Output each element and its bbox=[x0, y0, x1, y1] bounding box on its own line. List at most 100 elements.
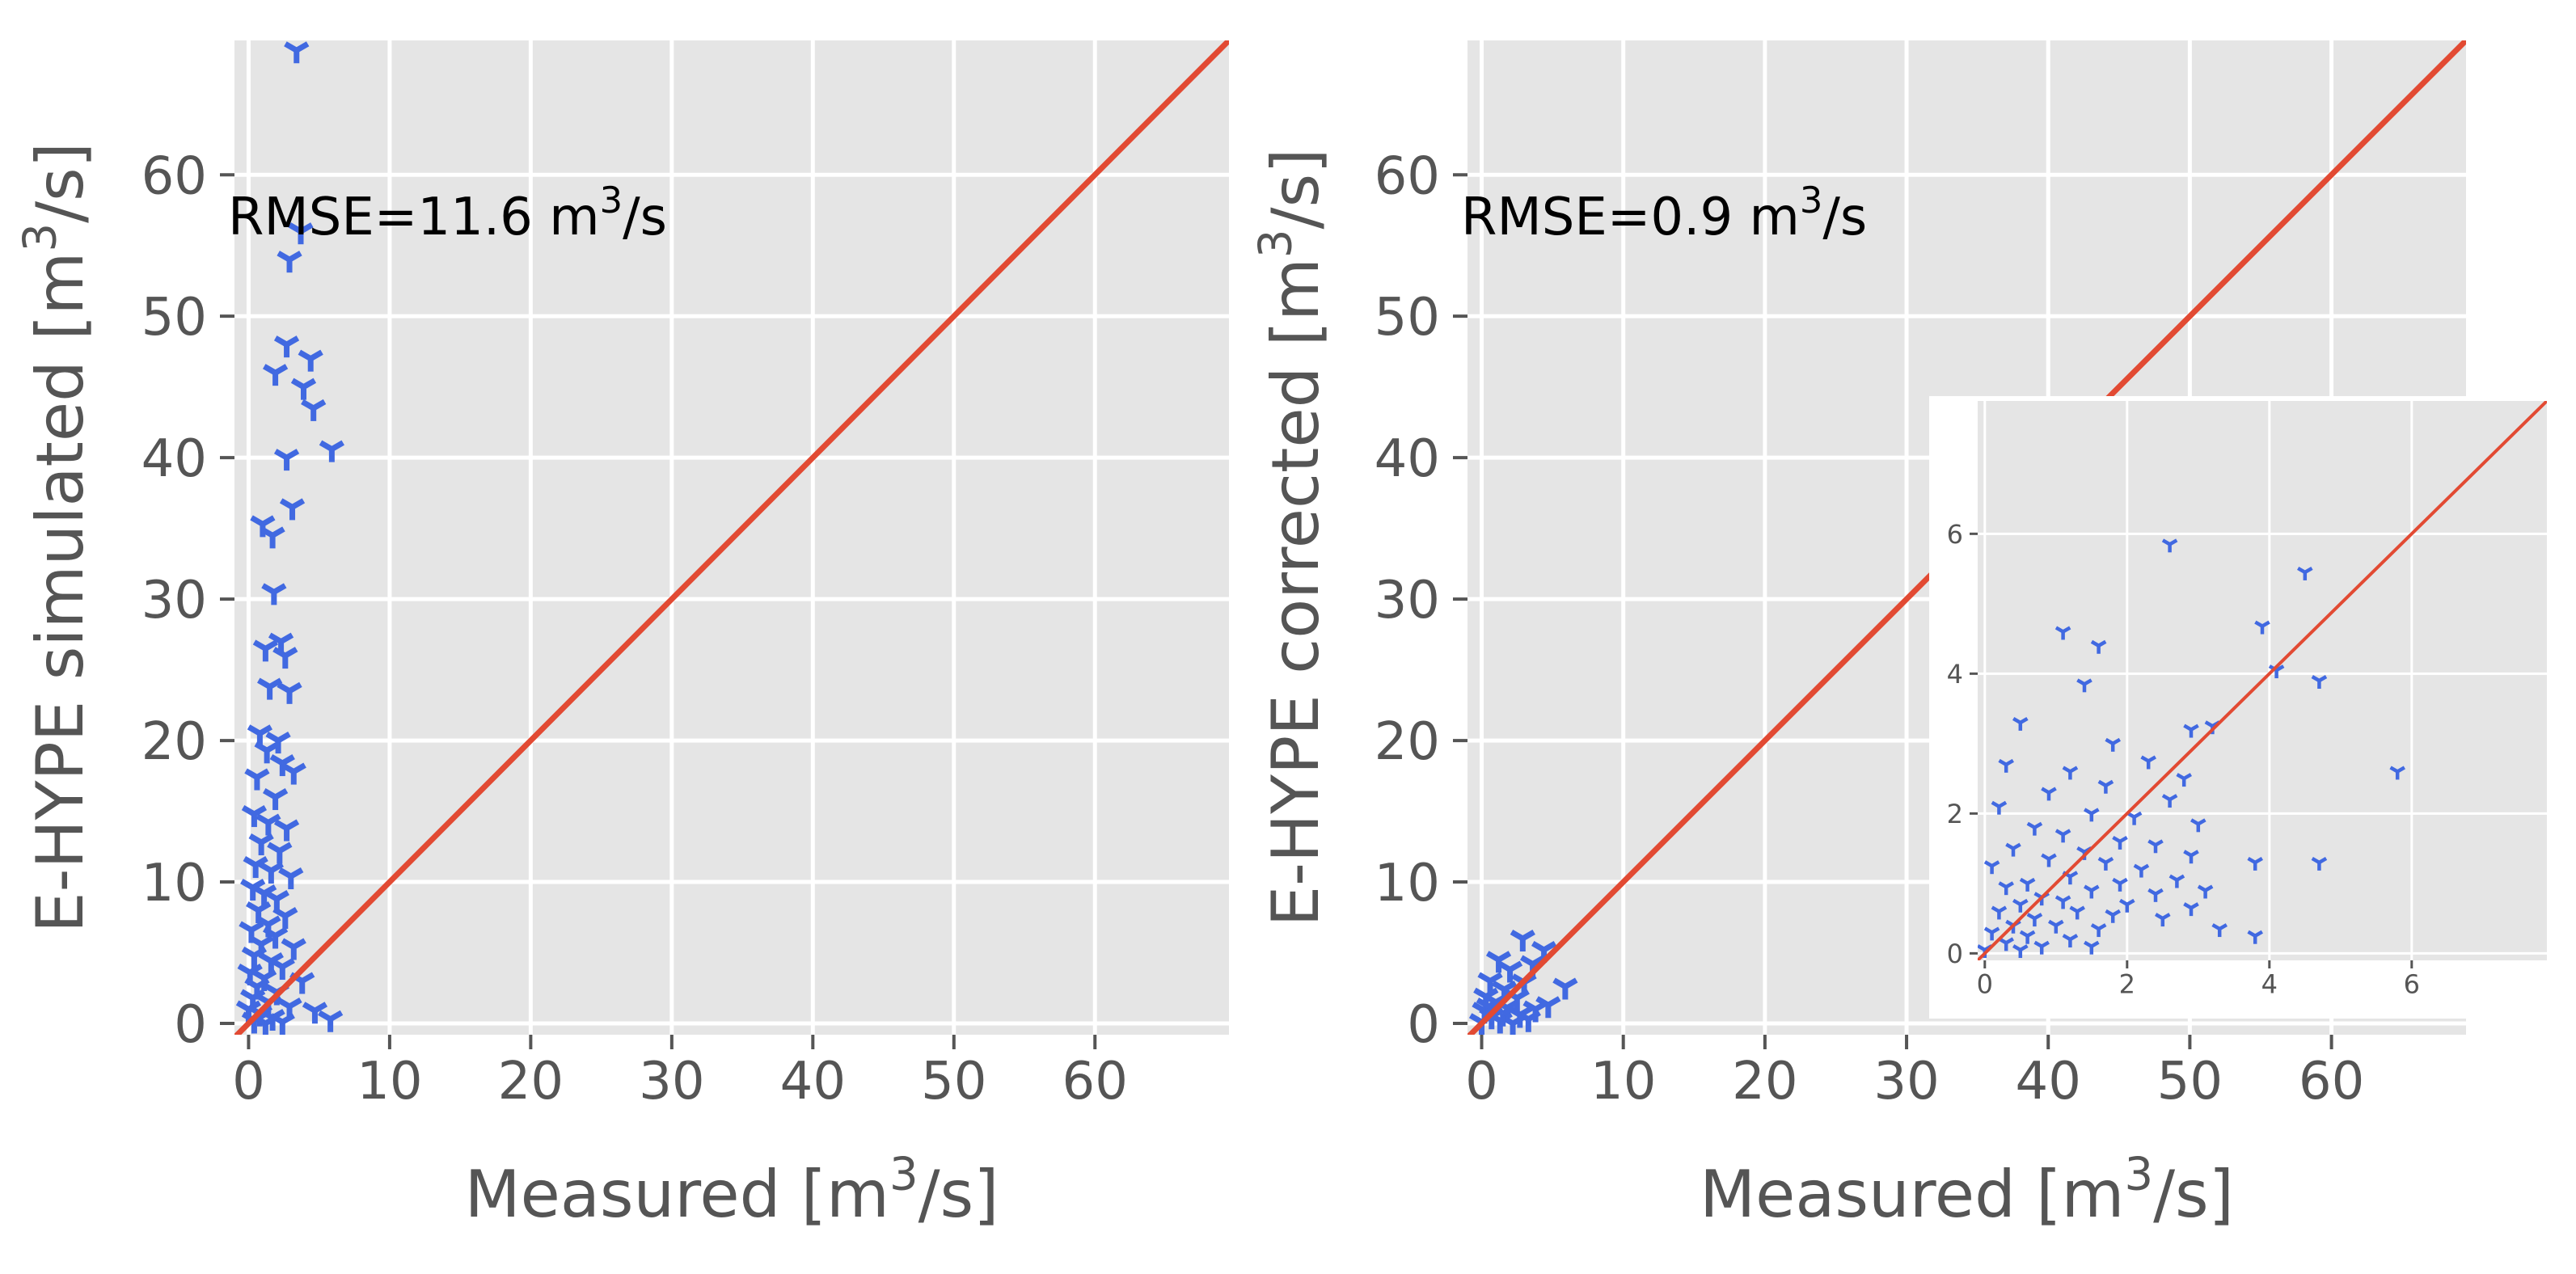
data-point bbox=[302, 1002, 328, 1024]
data-point bbox=[2012, 716, 2029, 731]
data-point bbox=[288, 222, 314, 245]
data-point bbox=[2084, 808, 2100, 822]
data-point bbox=[2155, 913, 2171, 927]
y-tick-label: 60 bbox=[1375, 146, 1440, 206]
data-point bbox=[1552, 977, 1578, 1000]
data-point bbox=[243, 856, 268, 879]
data-point bbox=[2054, 829, 2071, 843]
x-axis-label: Measured [m3​/s] bbox=[1700, 1148, 2234, 1232]
data-point bbox=[2062, 934, 2079, 948]
data-point bbox=[2105, 737, 2121, 752]
left-panel: 0 10 20 30 40 50 60 0 10 20 30 40 50 60 Measured [m3​/… bbox=[14, 40, 1229, 1232]
data-point bbox=[2183, 850, 2199, 864]
data-point bbox=[255, 813, 281, 836]
x-tick-label: 0 bbox=[1465, 1052, 1498, 1112]
data-point bbox=[273, 449, 300, 471]
data-point bbox=[262, 788, 289, 811]
data-layer bbox=[1467, 40, 2466, 1035]
data-point bbox=[2247, 856, 2263, 871]
data-point bbox=[1991, 905, 2008, 920]
data-point bbox=[2054, 895, 2071, 909]
one-to-one-line bbox=[1978, 401, 2547, 960]
data-point bbox=[2161, 794, 2178, 808]
data-point bbox=[2190, 818, 2206, 833]
data-point bbox=[2176, 773, 2192, 787]
data-point bbox=[2211, 923, 2228, 938]
y-axis-label: E-HYPE corrected [m3​/s] bbox=[1249, 149, 1333, 927]
data-point bbox=[2012, 898, 2029, 913]
x-tick-label: 60 bbox=[1062, 1052, 1128, 1112]
data-point bbox=[2026, 913, 2043, 927]
y-tick-label: 6 bbox=[1947, 519, 1963, 550]
data-point bbox=[2019, 877, 2036, 892]
data-point bbox=[2105, 909, 2121, 923]
x-tick-label: 2 bbox=[2119, 968, 2135, 999]
data-point bbox=[1998, 758, 2014, 773]
data-point bbox=[2197, 884, 2214, 899]
data-point bbox=[2005, 842, 2021, 857]
data-layer bbox=[1978, 401, 2547, 960]
rmse-annotation: RMSE=11.6 m3​/s bbox=[228, 179, 667, 247]
y-tick-label: 0 bbox=[1407, 995, 1440, 1055]
inset-panel: 0 2 4 6 0 2 4 6 bbox=[1947, 401, 2547, 999]
data-point bbox=[1983, 860, 2000, 875]
y-tick-label: 2 bbox=[1947, 799, 1963, 829]
data-point bbox=[262, 364, 289, 386]
y-tick-label: 0 bbox=[174, 995, 207, 1055]
data-point bbox=[284, 41, 310, 64]
data-point bbox=[269, 754, 295, 777]
data-point bbox=[2168, 874, 2185, 888]
data-point bbox=[2041, 787, 2057, 801]
x-tick-label: 4 bbox=[2261, 968, 2278, 999]
x-axis-label: Measured [m3​/s] bbox=[465, 1148, 999, 1232]
x-tick-label: 60 bbox=[2299, 1052, 2364, 1112]
data-point bbox=[2147, 888, 2164, 902]
x-tick-label: 20 bbox=[1732, 1052, 1797, 1112]
data-point bbox=[2048, 919, 2064, 934]
data-point bbox=[2140, 755, 2156, 770]
data-point bbox=[318, 1010, 344, 1032]
data-layer bbox=[234, 40, 1229, 1035]
y-tick-label: 0 bbox=[1947, 939, 1963, 969]
data-point bbox=[2069, 905, 2085, 920]
data-point bbox=[298, 349, 323, 372]
data-point bbox=[2033, 940, 2050, 955]
x-tick-label: 30 bbox=[639, 1052, 704, 1112]
data-point bbox=[290, 378, 317, 400]
x-tick-label: 20 bbox=[498, 1052, 564, 1112]
data-point bbox=[279, 498, 306, 521]
data-point bbox=[241, 946, 268, 969]
data-point bbox=[2097, 779, 2114, 794]
x-tick-label: 40 bbox=[2016, 1052, 2081, 1112]
data-point bbox=[248, 833, 274, 856]
data-point bbox=[301, 399, 327, 421]
y-tick-label: 40 bbox=[1375, 429, 1440, 489]
x-tick-label: 40 bbox=[780, 1052, 846, 1112]
x-tick-label: 10 bbox=[1590, 1052, 1656, 1112]
y-tick-label: 50 bbox=[1375, 288, 1440, 348]
data-point bbox=[2062, 766, 2079, 780]
x-tick-label: 6 bbox=[2404, 968, 2420, 999]
data-point bbox=[2112, 877, 2128, 892]
data-point bbox=[277, 251, 302, 273]
data-point bbox=[257, 677, 283, 700]
data-point bbox=[319, 440, 344, 462]
data-point bbox=[241, 805, 268, 828]
y-tick-label: 50 bbox=[141, 288, 207, 348]
data-point bbox=[2183, 902, 2199, 917]
data-point bbox=[2054, 626, 2071, 640]
data-point bbox=[254, 741, 280, 764]
data-point bbox=[2019, 930, 2036, 944]
data-point bbox=[2311, 856, 2328, 871]
data-point bbox=[2119, 898, 2135, 913]
data-point bbox=[2147, 839, 2164, 854]
data-point bbox=[272, 906, 298, 930]
data-point bbox=[2133, 863, 2150, 878]
y-tick-label: 30 bbox=[1375, 571, 1440, 631]
data-point bbox=[1991, 800, 2008, 815]
data-point bbox=[2097, 856, 2114, 871]
data-point bbox=[267, 842, 293, 864]
data-point bbox=[2112, 836, 2128, 850]
data-point bbox=[2183, 723, 2199, 738]
data-point bbox=[273, 819, 300, 842]
